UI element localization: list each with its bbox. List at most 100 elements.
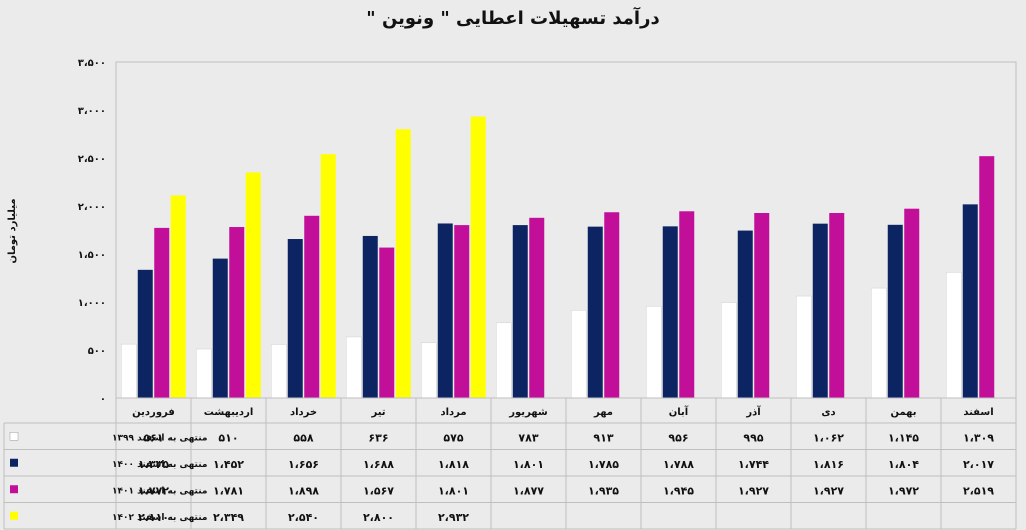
data-label: ۲،۵۴۰	[288, 511, 319, 524]
x-tick-label: خرداد	[290, 407, 317, 418]
y-tick-label: ۲،۵۰۰	[78, 154, 106, 165]
data-label: ۵۶۱	[143, 431, 163, 444]
data-label: ۱،۷۸۱	[213, 484, 244, 497]
y-tick-label: ۰	[100, 394, 106, 405]
bar-2-6	[512, 225, 528, 398]
bar-3-2	[229, 227, 245, 398]
x-tick-label: مرداد	[440, 407, 466, 418]
data-label: ۲،۸۰۰	[363, 511, 394, 524]
legend-swatch-3	[10, 485, 18, 494]
data-label: ۱،۹۲۷	[738, 484, 769, 497]
y-tick-label: ۱،۰۰۰	[78, 298, 106, 309]
chart-title: درآمد تسهیلات اعطایی " ونوین "	[366, 8, 660, 29]
x-tick-label: فروردین	[132, 407, 175, 418]
bar-4-5	[470, 116, 486, 398]
legend-label-1: منتهی به اسفند ۱۳۹۹	[112, 433, 207, 443]
data-label: ۱،۹۳۵	[588, 484, 619, 497]
y-tick-label: ۳،۵۰۰	[78, 58, 106, 69]
legend-label-3: منتهی به اسفند ۱۴۰۱	[112, 486, 207, 496]
data-label: ۱،۶۸۸	[363, 458, 394, 471]
data-label: ۱،۹۷۲	[888, 484, 919, 497]
data-label: ۵۱۰	[218, 431, 238, 444]
bar-1-10	[796, 295, 812, 399]
x-tick-label: تیر	[370, 407, 385, 418]
bar-1-7	[571, 310, 587, 399]
bar-2-3	[287, 239, 303, 398]
bar-3-1	[154, 227, 170, 398]
bar-2-5	[437, 223, 453, 398]
data-label: ۹۵۶	[668, 431, 688, 444]
bar-4-4	[395, 129, 411, 398]
bar-1-11	[871, 287, 887, 399]
data-label: ۲،۰۱۷	[963, 458, 994, 471]
data-label: ۱،۸۰۴	[888, 458, 919, 471]
x-tick-label: آذر	[745, 405, 761, 418]
y-tick-label: ۱،۵۰۰	[78, 250, 106, 261]
bar-1-3	[271, 344, 287, 399]
data-label: ۱،۸۰۱	[438, 484, 469, 497]
data-label: ۱،۶۵۶	[288, 458, 319, 471]
data-label: ۱،۹۲۷	[813, 484, 844, 497]
bar-2-4	[362, 235, 378, 398]
bar-1-5	[421, 342, 437, 399]
data-label: ۹۱۳	[593, 431, 613, 444]
bar-2-1	[137, 269, 153, 398]
bar-4-2	[245, 172, 261, 398]
data-label: ۱،۳۰۹	[963, 431, 994, 444]
bar-1-9	[721, 302, 737, 399]
bar-3-9	[754, 213, 770, 398]
bar-2-7	[587, 226, 603, 398]
bar-3-6	[529, 217, 545, 398]
data-label: ۱،۱۴۵	[888, 431, 919, 444]
bar-1-4	[346, 336, 362, 399]
bar-1-12	[946, 272, 962, 399]
data-label: ۱،۸۹۸	[288, 484, 319, 497]
data-label: ۱،۷۴۴	[738, 458, 769, 471]
x-tick-label: شهریور	[508, 407, 548, 418]
data-label: ۹۹۵	[743, 431, 763, 444]
x-tick-label: دی	[821, 407, 835, 418]
x-tick-label: مهر	[593, 407, 613, 418]
y-axis-ticks: ۰ ۵۰۰ ۱،۰۰۰ ۱،۵۰۰ ۲،۰۰۰ ۲،۵۰۰ ۳،۰۰۰ ۳،۵۰۰	[78, 58, 106, 405]
bar-4-1	[170, 195, 186, 398]
bar-3-7	[604, 212, 620, 398]
data-label: ۲،۱۱۰	[138, 511, 169, 524]
data-table: فروردین اردیبهشت خرداد تیر مرداد شهریور مهر آبا…	[3, 397, 1017, 530]
legend-label-2: منتهی به اسفند ۱۴۰۰	[112, 460, 207, 470]
bar-2-9	[737, 230, 753, 398]
bars	[121, 116, 995, 399]
data-label: ۷۸۳	[518, 431, 538, 444]
legend-swatch-4	[10, 511, 18, 520]
data-label: ۲،۳۴۹	[213, 511, 244, 524]
data-label: ۱،۳۳۵	[138, 458, 169, 471]
data-label: ۱،۸۰۱	[513, 458, 544, 471]
legend-swatch-1	[9, 432, 19, 441]
data-label: ۱،۴۵۲	[213, 458, 244, 471]
data-label: ۱،۵۶۷	[363, 484, 394, 497]
data-label: ۱،۷۸۸	[663, 458, 694, 471]
y-tick-label: ۵۰۰	[88, 346, 106, 357]
x-tick-label: اسفند	[963, 407, 993, 418]
x-tick-label: اردیبهشت	[204, 407, 254, 418]
y-tick-label: ۳،۰۰۰	[78, 106, 106, 117]
bar-3-11	[904, 208, 920, 398]
data-label: ۵۵۸	[293, 431, 313, 444]
x-tick-label: آبان	[669, 405, 689, 418]
bar-1-6	[496, 322, 512, 399]
bar-3-4	[379, 247, 395, 398]
bar-3-3	[304, 215, 320, 398]
bar-3-8	[679, 211, 695, 398]
data-label: ۶۳۶	[368, 431, 388, 444]
data-label: ۱،۸۱۶	[813, 458, 844, 471]
data-label: ۱،۷۸۵	[588, 458, 619, 471]
data-label: ۲،۹۳۲	[438, 511, 469, 524]
bar-2-12	[962, 204, 978, 398]
bar-3-12	[979, 156, 995, 398]
data-label: ۲،۵۱۹	[963, 484, 994, 497]
data-label: ۱،۷۷۲	[138, 484, 169, 497]
bar-4-3	[320, 154, 336, 398]
bar-2-8	[662, 226, 678, 398]
x-tick-label: بهمن	[890, 407, 916, 418]
data-label: ۵۷۵	[443, 431, 463, 444]
